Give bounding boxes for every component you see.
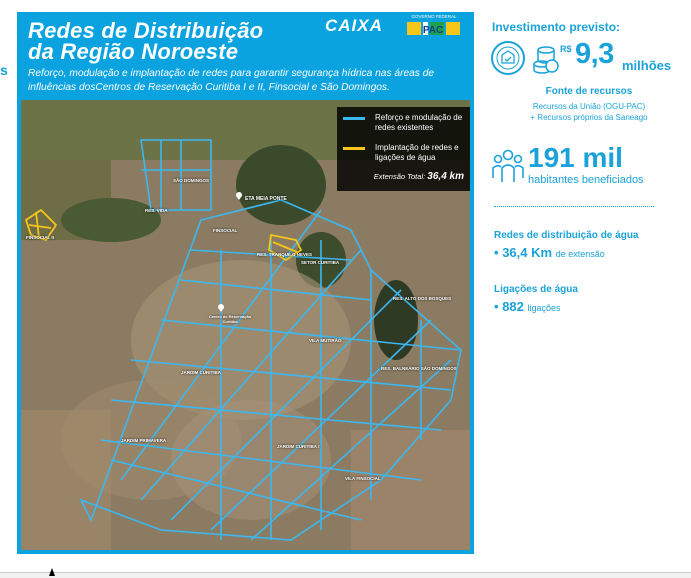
networks-unit: de extensão xyxy=(555,249,605,259)
gov-logo-top-text: GOVERNO FEDERAL xyxy=(411,14,457,19)
panel-subtitle: Reforço, modulação e implantação de rede… xyxy=(28,68,435,93)
connections-bullet: • xyxy=(494,299,499,314)
seal-icon xyxy=(491,41,525,75)
networks-bullet: • xyxy=(494,245,499,260)
title-line-1: Redes de Distribuição xyxy=(28,18,264,43)
map-label-jardim-curitiba: JARDIM CURITIBA xyxy=(181,370,221,375)
left-edge-text: s xyxy=(0,62,8,78)
map-label-setor-curitiba: SETOR CURITIBA xyxy=(301,260,340,265)
legend-item-new: Implantação de redes e ligações de água xyxy=(343,143,470,165)
map-label-vila-mutirao: VILA MUTIRÃO xyxy=(309,338,342,343)
map-label-alto-bosques: RES. ALTO DOS BOSQUES xyxy=(393,296,452,301)
map-label-jardim-primavera: JARDIM PRIMAVERA xyxy=(121,438,167,443)
new-network-lines xyxy=(24,208,303,262)
population-value: 191 mil xyxy=(528,142,623,173)
networks-title: Redes de distribuição de água xyxy=(494,230,639,241)
caixa-logo: CAIXA xyxy=(325,16,383,35)
legend-label-new: Implantação de redes e ligações de água xyxy=(375,143,459,162)
bottom-scroll-bar[interactable] xyxy=(0,572,691,578)
networks-value-row: • 36,4 Km de extensão xyxy=(494,245,605,260)
connections-value-row: • 882 ligações xyxy=(494,299,561,314)
map-label-jardim-curitiba-i: JARDIM CURITIBA I xyxy=(277,444,320,449)
legend-line-yellow xyxy=(343,147,365,150)
map-legend: Reforço e modulação de redes existentes … xyxy=(337,107,470,191)
map-label-eta: ETA MEIA PONTE xyxy=(245,196,287,202)
legend-line-blue xyxy=(343,117,365,120)
satellite-map[interactable]: Reforço e modulação de redes existentes … xyxy=(21,100,470,550)
existing-network-lines xyxy=(79,139,462,541)
legend-item-existing: Reforço e modulação de redes existentes xyxy=(343,113,470,135)
funding-line-2: + Recursos próprios da Saneago xyxy=(530,113,648,122)
funding-title: Fonte de recursos xyxy=(545,86,633,97)
divider xyxy=(494,206,654,207)
map-label-finsocial: FINSOCIAL xyxy=(213,228,238,233)
map-label-res-vida: RES. VIDA xyxy=(145,208,168,213)
cursor-icon xyxy=(49,568,55,576)
map-label-vila-finsocial: VILA FINSOCIAL xyxy=(345,476,381,481)
legend-extension: Extensão Total: 36,4 km xyxy=(374,171,464,182)
population-label: habitantes beneficiados xyxy=(528,174,644,186)
connections-title: Ligações de água xyxy=(494,284,578,295)
currency-symbol: R$ xyxy=(560,44,572,54)
investment-unit: milhões xyxy=(622,58,672,73)
gov-pac-logo: GOVERNO FEDERAL PAC xyxy=(403,14,465,36)
project-panel: Redes de Distribuição da Região Noroeste… xyxy=(17,12,474,554)
title-line-2: da Região Noroeste xyxy=(28,39,239,64)
pac-logo-word: PAC xyxy=(423,25,443,36)
pin-icon xyxy=(218,304,224,312)
info-column: Investimento previsto: R$ 9,3 milhões Fo… xyxy=(490,0,690,577)
legend-label-existing: Reforço e modulação de redes existentes xyxy=(375,113,463,132)
legend-extension-value: 36,4 km xyxy=(427,171,464,182)
pin-icon xyxy=(236,192,242,200)
people-icon xyxy=(492,149,524,182)
connections-unit: ligações xyxy=(527,303,561,313)
investment-title: Investimento previsto: xyxy=(492,20,621,34)
map-label-tranquilo-neves: RES. TRANQUILO NEVES xyxy=(257,252,313,257)
coins-icon xyxy=(533,46,559,74)
map-label-sao-domingos: SÃO DOMINGOS xyxy=(173,178,210,183)
map-label-finsocial-ii: FINSOCIAL II xyxy=(26,235,54,240)
map-label-centro-reservacao: Centro de Reservação Curitiba xyxy=(208,314,252,324)
connections-value: 882 xyxy=(502,299,524,314)
map-label-balneario: RES. BALNEÁRIO SÃO DOMINGOS xyxy=(381,366,457,371)
legend-extension-label: Extensão Total: xyxy=(373,172,426,181)
pac-logo-mark: PAC xyxy=(407,22,460,36)
funding-line-1: Recursos da União (OGU-PAC) xyxy=(532,102,646,111)
investment-amount: 9,3 xyxy=(575,38,614,70)
page-title: Redes de Distribuição da Região Noroeste xyxy=(28,18,264,64)
networks-value: 36,4 Km xyxy=(502,245,553,260)
